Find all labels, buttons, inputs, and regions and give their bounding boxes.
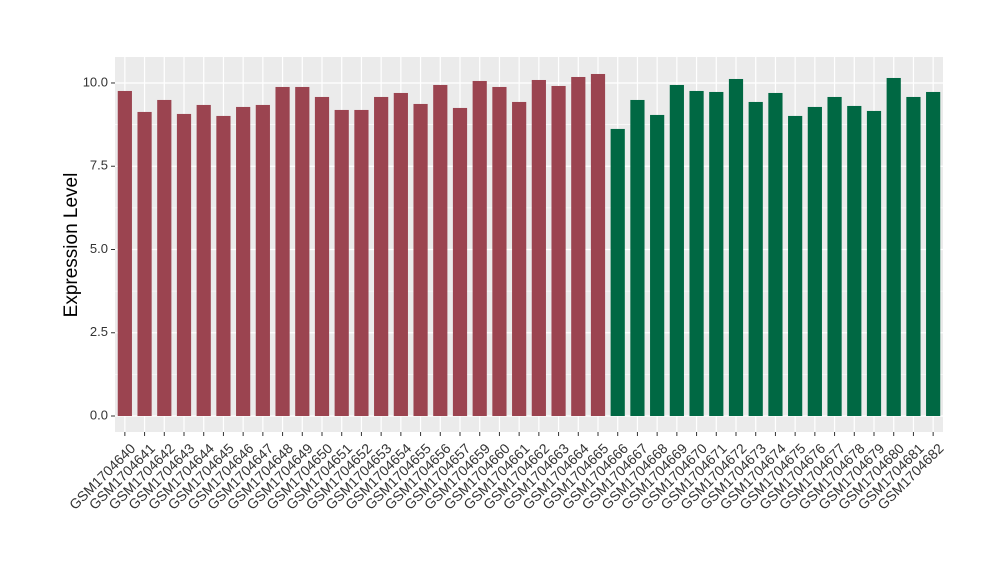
y-tick-label: 7.5 — [90, 158, 108, 173]
bar — [669, 84, 684, 417]
bar — [512, 101, 527, 417]
bar — [630, 99, 645, 417]
bar — [788, 115, 803, 417]
bar — [689, 90, 704, 417]
bar — [413, 103, 428, 417]
bar — [354, 109, 369, 417]
y-tick-label: 0.0 — [90, 407, 108, 422]
y-tick-label: 5.0 — [90, 241, 108, 256]
bar — [117, 90, 132, 417]
bar — [492, 86, 507, 417]
bar — [452, 107, 468, 417]
bar — [334, 109, 349, 417]
bar — [847, 105, 862, 417]
bar — [255, 104, 270, 417]
bar — [433, 84, 448, 417]
bar — [906, 96, 921, 417]
bar — [650, 114, 665, 417]
y-axis-title: Expression Level — [61, 173, 82, 318]
bar — [551, 85, 566, 417]
bar — [571, 76, 586, 417]
bar — [236, 106, 251, 417]
bar — [176, 113, 192, 417]
bar — [531, 79, 546, 417]
bar — [748, 101, 763, 417]
bar — [590, 73, 606, 417]
bar — [157, 99, 172, 417]
bar — [275, 86, 290, 417]
bar — [374, 96, 389, 417]
bar — [827, 96, 842, 417]
plot-panel — [115, 57, 943, 432]
bar — [807, 106, 822, 417]
bar — [768, 92, 783, 417]
bar — [137, 111, 152, 417]
bar — [295, 86, 310, 417]
bar — [393, 92, 408, 417]
bar — [886, 77, 901, 417]
bar — [610, 128, 625, 417]
bar — [196, 104, 211, 417]
bar — [709, 91, 724, 417]
bar — [728, 78, 744, 417]
bar — [926, 91, 941, 417]
y-tick-label: 2.5 — [90, 324, 108, 339]
bar — [314, 96, 330, 417]
bar — [866, 110, 882, 417]
bar — [216, 115, 231, 417]
y-tick-label: 10.0 — [83, 74, 108, 89]
bar — [472, 80, 487, 417]
